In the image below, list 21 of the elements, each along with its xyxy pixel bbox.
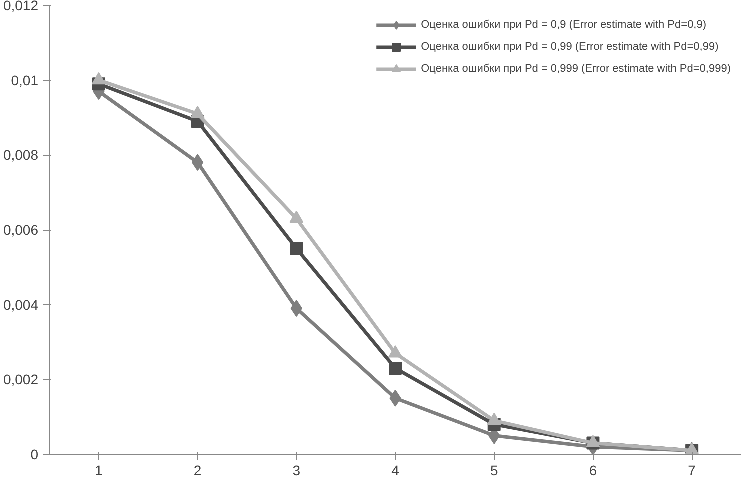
legend-label: Оценка ошибки при Pd = 0,99 (Error estimate with Pd=0,99) — [421, 41, 719, 53]
y-tick-label: 0,006 — [3, 222, 39, 238]
x-tick-label: 1 — [95, 462, 104, 478]
legend-label: Оценка ошибки при Pd = 0,999 (Error estimate with Pd=0,999) — [421, 63, 731, 75]
point — [487, 412, 502, 426]
y-tick-label: 0,004 — [3, 296, 39, 313]
x-tick-label: 2 — [194, 462, 202, 478]
y-tick-label: 0,01 — [11, 72, 39, 88]
point — [192, 154, 204, 172]
x-tick-label: 3 — [292, 462, 301, 478]
y-tick-label: 0,012 — [3, 0, 39, 14]
point — [389, 362, 402, 375]
legend-label: Оценка ошибки при Pd = 0,9 (Error estimate with Pd=0,9) — [421, 19, 707, 31]
x-tick-label: 6 — [589, 462, 598, 478]
y-tick-label: 0,002 — [3, 372, 39, 388]
y-tick-label: 0,008 — [3, 147, 39, 164]
point — [290, 242, 304, 256]
x-tick-label: 5 — [490, 462, 498, 478]
x-tick-label: 7 — [688, 462, 696, 478]
x-tick-label: 4 — [392, 462, 400, 478]
y-tick-label: 0 — [30, 446, 39, 462]
